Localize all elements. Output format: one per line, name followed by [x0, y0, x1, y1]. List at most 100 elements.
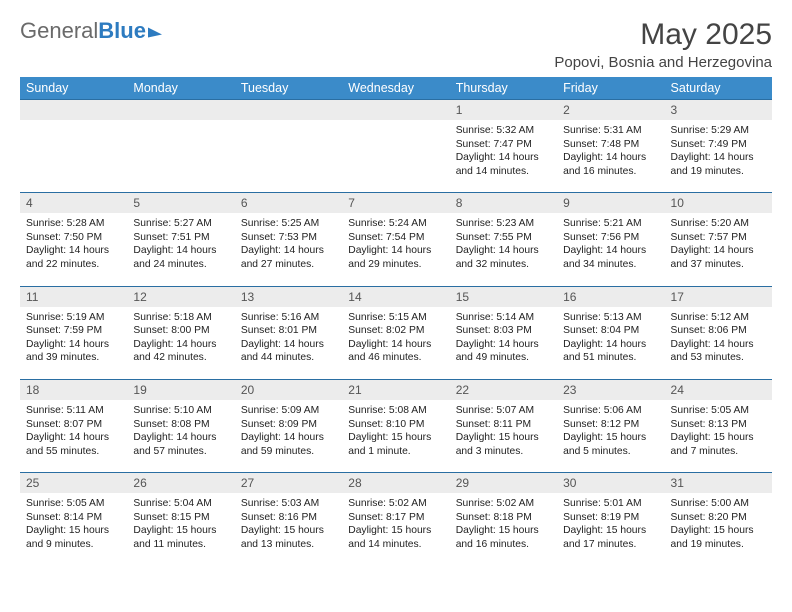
day-cell: 20Sunrise: 5:09 AMSunset: 8:09 PMDayligh… — [235, 379, 342, 472]
day-number: 21 — [342, 380, 449, 400]
sunrise-text: Sunrise: 5:15 AM — [348, 311, 443, 325]
day-number-bar: 21 — [342, 380, 449, 400]
day-cell: 23Sunrise: 5:06 AMSunset: 8:12 PMDayligh… — [557, 379, 664, 472]
day-number: 24 — [665, 380, 772, 400]
daylight-text: Daylight: 14 hours and 39 minutes. — [26, 338, 121, 365]
sunrise-text: Sunrise: 5:13 AM — [563, 311, 658, 325]
day-number: 19 — [127, 380, 234, 400]
sunrise-text: Sunrise: 5:07 AM — [456, 404, 551, 418]
day-number: 29 — [450, 473, 557, 493]
day-body — [342, 120, 449, 184]
day-body: Sunrise: 5:29 AMSunset: 7:49 PMDaylight:… — [665, 120, 772, 192]
day-number: 20 — [235, 380, 342, 400]
day-cell: 17Sunrise: 5:12 AMSunset: 8:06 PMDayligh… — [665, 286, 772, 379]
daylight-text: Daylight: 14 hours and 27 minutes. — [241, 244, 336, 271]
daylight-text: Daylight: 15 hours and 13 minutes. — [241, 524, 336, 551]
sunrise-text: Sunrise: 5:32 AM — [456, 124, 551, 138]
day-body: Sunrise: 5:32 AMSunset: 7:47 PMDaylight:… — [450, 120, 557, 192]
day-number: 5 — [127, 193, 234, 213]
day-number-bar: 5 — [127, 193, 234, 213]
col-tuesday: Tuesday — [235, 77, 342, 100]
sunrise-text: Sunrise: 5:21 AM — [563, 217, 658, 231]
daylight-text: Daylight: 15 hours and 14 minutes. — [348, 524, 443, 551]
day-body: Sunrise: 5:14 AMSunset: 8:03 PMDaylight:… — [450, 307, 557, 379]
day-number: 7 — [342, 193, 449, 213]
weekday-header-row: Sunday Monday Tuesday Wednesday Thursday… — [20, 77, 772, 100]
day-number-bar: 3 — [665, 100, 772, 120]
daylight-text: Daylight: 14 hours and 32 minutes. — [456, 244, 551, 271]
day-body: Sunrise: 5:15 AMSunset: 8:02 PMDaylight:… — [342, 307, 449, 379]
sunset-text: Sunset: 8:18 PM — [456, 511, 551, 525]
day-number: 3 — [665, 100, 772, 120]
sunrise-text: Sunrise: 5:02 AM — [456, 497, 551, 511]
day-body: Sunrise: 5:08 AMSunset: 8:10 PMDaylight:… — [342, 400, 449, 472]
day-body — [127, 120, 234, 184]
day-number: 15 — [450, 287, 557, 307]
day-body: Sunrise: 5:16 AMSunset: 8:01 PMDaylight:… — [235, 307, 342, 379]
day-cell: 1Sunrise: 5:32 AMSunset: 7:47 PMDaylight… — [450, 100, 557, 193]
day-number-bar — [20, 100, 127, 120]
sunset-text: Sunset: 7:51 PM — [133, 231, 228, 245]
sunrise-text: Sunrise: 5:05 AM — [26, 497, 121, 511]
daylight-text: Daylight: 15 hours and 3 minutes. — [456, 431, 551, 458]
day-number-bar: 20 — [235, 380, 342, 400]
sunset-text: Sunset: 8:15 PM — [133, 511, 228, 525]
day-number: 4 — [20, 193, 127, 213]
day-number — [235, 100, 342, 120]
day-number-bar: 28 — [342, 473, 449, 493]
sunset-text: Sunset: 7:48 PM — [563, 138, 658, 152]
sunset-text: Sunset: 8:08 PM — [133, 418, 228, 432]
day-cell: 15Sunrise: 5:14 AMSunset: 8:03 PMDayligh… — [450, 286, 557, 379]
sunrise-text: Sunrise: 5:04 AM — [133, 497, 228, 511]
day-body: Sunrise: 5:25 AMSunset: 7:53 PMDaylight:… — [235, 213, 342, 285]
day-number-bar: 4 — [20, 193, 127, 213]
day-number-bar: 11 — [20, 287, 127, 307]
day-number-bar: 26 — [127, 473, 234, 493]
day-cell: 25Sunrise: 5:05 AMSunset: 8:14 PMDayligh… — [20, 473, 127, 566]
daylight-text: Daylight: 15 hours and 5 minutes. — [563, 431, 658, 458]
day-number: 2 — [557, 100, 664, 120]
day-number: 8 — [450, 193, 557, 213]
daylight-text: Daylight: 15 hours and 17 minutes. — [563, 524, 658, 551]
col-monday: Monday — [127, 77, 234, 100]
daylight-text: Daylight: 15 hours and 16 minutes. — [456, 524, 551, 551]
daylight-text: Daylight: 15 hours and 19 minutes. — [671, 524, 766, 551]
day-number: 16 — [557, 287, 664, 307]
sunrise-text: Sunrise: 5:02 AM — [348, 497, 443, 511]
day-cell: 3Sunrise: 5:29 AMSunset: 7:49 PMDaylight… — [665, 100, 772, 193]
sunset-text: Sunset: 8:14 PM — [26, 511, 121, 525]
day-number-bar: 23 — [557, 380, 664, 400]
title-block: May 2025 Popovi, Bosnia and Herzegovina — [554, 18, 772, 71]
day-number-bar: 16 — [557, 287, 664, 307]
day-number-bar: 19 — [127, 380, 234, 400]
day-number-bar: 25 — [20, 473, 127, 493]
day-number-bar: 12 — [127, 287, 234, 307]
header: GeneralBlue May 2025 Popovi, Bosnia and … — [20, 18, 772, 71]
sunset-text: Sunset: 7:56 PM — [563, 231, 658, 245]
day-number — [342, 100, 449, 120]
day-cell: 28Sunrise: 5:02 AMSunset: 8:17 PMDayligh… — [342, 473, 449, 566]
sunset-text: Sunset: 8:11 PM — [456, 418, 551, 432]
day-number: 10 — [665, 193, 772, 213]
sunrise-text: Sunrise: 5:11 AM — [26, 404, 121, 418]
day-number-bar: 13 — [235, 287, 342, 307]
day-number: 9 — [557, 193, 664, 213]
sunrise-text: Sunrise: 5:27 AM — [133, 217, 228, 231]
calendar-page: GeneralBlue May 2025 Popovi, Bosnia and … — [0, 0, 792, 576]
logo-triangle-icon — [148, 25, 162, 38]
day-number-bar: 1 — [450, 100, 557, 120]
day-body: Sunrise: 5:07 AMSunset: 8:11 PMDaylight:… — [450, 400, 557, 472]
daylight-text: Daylight: 14 hours and 34 minutes. — [563, 244, 658, 271]
sunset-text: Sunset: 7:53 PM — [241, 231, 336, 245]
day-cell: 21Sunrise: 5:08 AMSunset: 8:10 PMDayligh… — [342, 379, 449, 472]
day-number: 31 — [665, 473, 772, 493]
daylight-text: Daylight: 14 hours and 57 minutes. — [133, 431, 228, 458]
sunset-text: Sunset: 8:03 PM — [456, 324, 551, 338]
week-row: 18Sunrise: 5:11 AMSunset: 8:07 PMDayligh… — [20, 379, 772, 472]
sunrise-text: Sunrise: 5:09 AM — [241, 404, 336, 418]
day-body: Sunrise: 5:00 AMSunset: 8:20 PMDaylight:… — [665, 493, 772, 565]
day-number: 17 — [665, 287, 772, 307]
daylight-text: Daylight: 15 hours and 1 minute. — [348, 431, 443, 458]
location-label: Popovi, Bosnia and Herzegovina — [554, 54, 772, 71]
day-cell: 29 Sunrise: 5:02 AMSunset: 8:18 PMDayligh… — [450, 473, 557, 566]
